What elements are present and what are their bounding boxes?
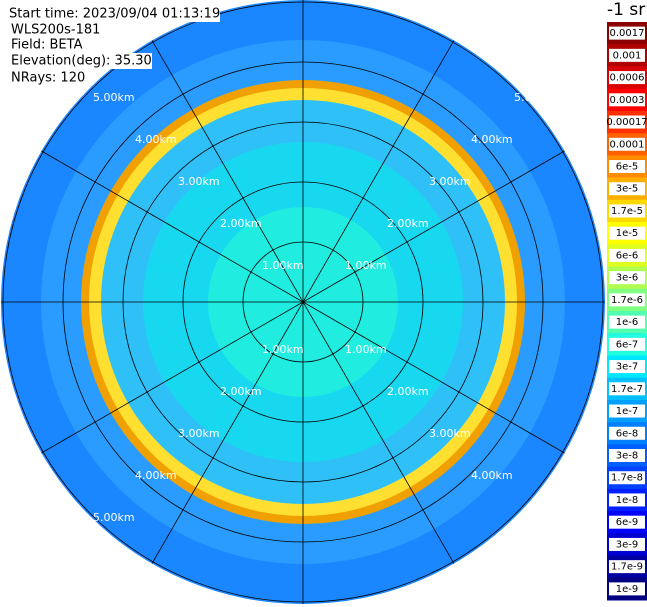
colorbar-label: 1e-6 bbox=[616, 317, 639, 328]
elevation: Elevation(deg): 35.30 bbox=[11, 54, 152, 69]
colorbar-label-bg bbox=[609, 71, 645, 85]
range-label: 2.00km bbox=[220, 217, 262, 230]
label-bg bbox=[8, 5, 220, 22]
colorbar-label-bg bbox=[609, 48, 645, 62]
range-label: 2.00km bbox=[220, 385, 262, 398]
instrument: WLS200s-181 bbox=[11, 23, 100, 38]
colorbar-label-bg bbox=[609, 426, 645, 440]
colorbar-label: 0.0003 bbox=[610, 95, 645, 106]
range-label: 3.00km bbox=[429, 175, 471, 188]
colorbar-label: 3e-8 bbox=[616, 451, 639, 462]
colorbar-label: 3e-6 bbox=[616, 273, 639, 284]
range-label: 2.00km bbox=[387, 217, 429, 230]
colorbar-label-bg bbox=[609, 337, 645, 351]
colorbar-label-bg bbox=[609, 493, 645, 507]
colorbar-label: 6e-6 bbox=[616, 250, 639, 261]
colorbar-label-bg bbox=[609, 226, 645, 240]
colorbar-label: 6e-8 bbox=[616, 428, 639, 439]
colorbar-label: 6e-7 bbox=[616, 339, 639, 350]
range-label: 1.00km bbox=[262, 343, 304, 356]
colorbar-label: 1.7e-7 bbox=[611, 384, 643, 395]
nrays: NRays: 120 bbox=[11, 71, 85, 86]
colorbar-title: -1 sr bbox=[607, 0, 645, 20]
colorbar-label-bg bbox=[609, 26, 645, 40]
colorbar-label-bg bbox=[609, 271, 645, 285]
label-bg bbox=[8, 70, 88, 86]
colorbar-label-bg bbox=[609, 160, 645, 173]
radial-line bbox=[41, 150, 565, 454]
colorbar-label-bg bbox=[609, 404, 645, 418]
colorbar-label: 6e-9 bbox=[616, 517, 639, 528]
colorbar-label: 1.7e-8 bbox=[611, 473, 643, 484]
range-label: 4.00km bbox=[471, 133, 513, 146]
colorbar-label-bg bbox=[609, 293, 645, 307]
label-bg bbox=[8, 22, 103, 38]
start-time: Start time: 2023/09/04 01:13:19 bbox=[9, 7, 220, 22]
range-label: 3.00km bbox=[178, 427, 220, 440]
range-label: 5.00km bbox=[93, 511, 135, 524]
colorbar-label: 1e-7 bbox=[616, 406, 639, 417]
colorbar-label-bg bbox=[609, 182, 645, 196]
colorbar-label-bg bbox=[609, 537, 645, 551]
label-bg bbox=[8, 38, 88, 53]
range-label: 1.00km bbox=[345, 259, 387, 272]
colorbar-label-bg bbox=[609, 471, 645, 485]
colorbar-label-bg bbox=[609, 248, 645, 262]
range-label: 4.00km bbox=[471, 469, 513, 482]
colorbar-label-bg bbox=[609, 515, 645, 529]
colorbar-label-bg bbox=[609, 382, 645, 396]
colorbar-label: 3e-5 bbox=[616, 184, 639, 195]
colorbar-label: 1e-8 bbox=[616, 495, 639, 506]
range-label: 1.00km bbox=[345, 343, 387, 356]
colorbar-label: 1.7e-6 bbox=[611, 295, 643, 306]
colorbar-label: 0.0017 bbox=[610, 28, 645, 39]
colorbar-label: 0.001 bbox=[613, 50, 642, 61]
colorbar-label: 3e-7 bbox=[616, 362, 639, 373]
colorbar-label-bg bbox=[609, 115, 645, 129]
colorbar-label-bg bbox=[609, 360, 645, 374]
header: Start time: 2023/09/04 01:13:19 WLS200s-… bbox=[8, 5, 220, 86]
colorbar-label-bg bbox=[609, 582, 645, 596]
label-bg bbox=[8, 53, 152, 69]
polar-grid bbox=[1, 0, 605, 604]
field: Field: BETA bbox=[11, 38, 83, 53]
range-label: 4.00km bbox=[135, 469, 177, 482]
colorbar-label-bg bbox=[609, 449, 645, 462]
colorbar-label: 0.0001 bbox=[610, 139, 645, 150]
range-label: 4.00km bbox=[135, 133, 177, 146]
colorbar-label: 0.00017 bbox=[606, 117, 647, 128]
colorbar-label: 6e-5 bbox=[616, 162, 639, 173]
colorbar-label: 1e-5 bbox=[616, 228, 639, 239]
range-labels: 5.00km 5.00km 4.00km 4.00km 3.00km 3.00km 2.00… bbox=[93, 91, 556, 524]
colorbar-label-bg bbox=[609, 560, 645, 574]
colorbar: 0.0017 0.001 0.0006 0.0003 0.00017 0.0001 6e-5… bbox=[606, 22, 647, 601]
range-label: 5.00km bbox=[93, 91, 135, 104]
ppi-plot bbox=[1, 0, 605, 604]
colorbar-label-bg bbox=[609, 137, 645, 151]
range-label: 3.00km bbox=[429, 427, 471, 440]
colorbar-label-bg bbox=[609, 93, 645, 107]
colorbar-label: 0.0006 bbox=[610, 73, 645, 84]
colorbar-label-bg bbox=[609, 315, 645, 329]
range-label: 1.00km bbox=[262, 259, 304, 272]
colorbar-label: 1.7e-9 bbox=[611, 562, 643, 573]
range-label: 5.00km bbox=[514, 91, 556, 104]
range-label: 2.00km bbox=[387, 385, 429, 398]
colorbar-label: 3e-9 bbox=[616, 539, 639, 550]
colorbar-label-bg bbox=[609, 204, 645, 218]
colorbar-label: 1e-9 bbox=[616, 584, 639, 595]
range-label: 3.00km bbox=[178, 175, 220, 188]
colorbar-label: 1.7e-5 bbox=[611, 206, 643, 217]
